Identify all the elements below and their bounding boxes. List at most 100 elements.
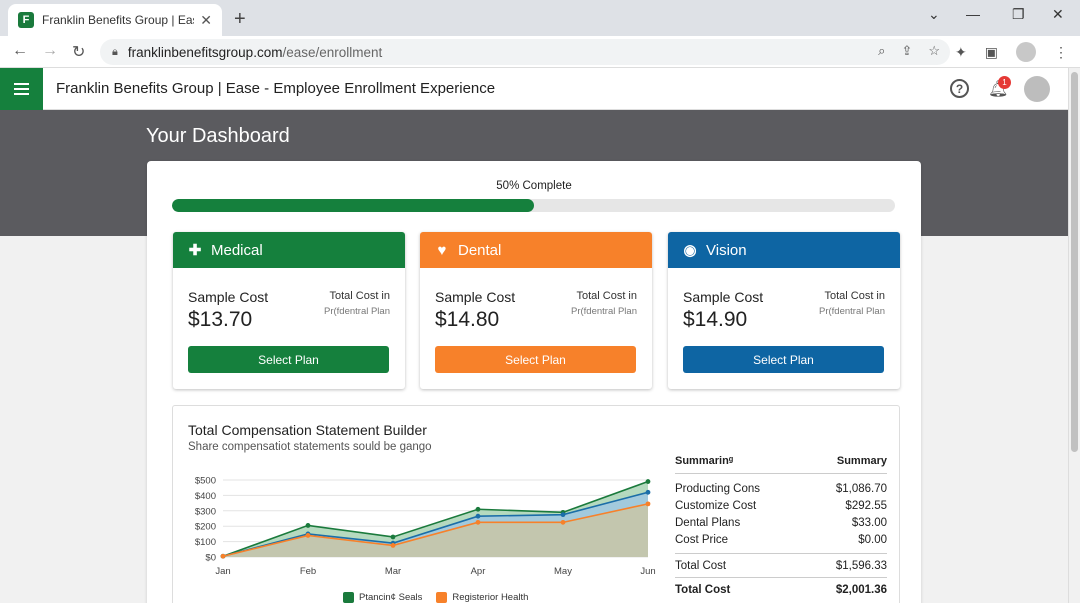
lock-icon[interactable]: 🔒︎ xyxy=(112,45,118,58)
data-point xyxy=(560,512,566,518)
legend-swatch xyxy=(343,592,354,603)
plus-icon: ✚ xyxy=(188,242,202,259)
forward-icon[interactable]: → xyxy=(42,42,58,59)
sample-cost-label: Sample Cost xyxy=(188,289,269,305)
data-point xyxy=(560,519,566,525)
side-panel-icon[interactable]: ▣ xyxy=(984,43,998,60)
total-cost-label: Total Cost in xyxy=(329,290,390,302)
plan-name: Vision xyxy=(706,241,747,259)
x-tick-label: Feb xyxy=(300,566,316,577)
browser-tab[interactable]: F Franklin Benefits Group | Ease ✕ xyxy=(8,4,222,36)
eye-icon: ◉ xyxy=(683,242,697,259)
chart-legend: Ptancin¢ Seals Registerior Health xyxy=(343,592,528,603)
page-title: Your Dashboard xyxy=(146,125,290,147)
x-tick-label: Jan xyxy=(215,566,230,577)
share-icon[interactable]: ⇪ xyxy=(901,43,913,58)
summary-total-row: Total Cost $1,596.33 xyxy=(675,554,887,578)
summary-row-label: Cost Price xyxy=(675,533,729,546)
summary-grand-value: $2,001.36 xyxy=(835,584,887,596)
legend-swatch xyxy=(436,592,448,603)
plan-card-vision: ◉ Vision Sample Cost $14.90 Total Cost i… xyxy=(668,232,900,389)
legend-item: Ptancin¢ Seals xyxy=(343,592,422,603)
select-plan-button[interactable]: Select Plan xyxy=(188,346,389,373)
summary-row-value: $33.00 xyxy=(851,516,887,529)
tab-search-icon[interactable]: ⌄ xyxy=(928,6,940,22)
total-cost-label: Total Cost in xyxy=(824,290,885,302)
data-point xyxy=(390,543,396,548)
browser-menu-icon[interactable]: ⋮ xyxy=(1054,43,1068,60)
zoom-icon[interactable]: ⌕ xyxy=(878,43,886,58)
summary-row: Dental Plans $33.00 xyxy=(675,514,887,531)
summary-row-value: $1,086.70 xyxy=(835,482,887,495)
summary-header-right: Summary xyxy=(836,455,887,467)
y-tick-label: $300 xyxy=(195,506,216,517)
data-point xyxy=(305,533,311,538)
series-line xyxy=(222,480,649,557)
plan-name: Dental xyxy=(458,241,502,259)
summary-row: Customize Cost $292.55 xyxy=(675,497,887,514)
tab-close-icon[interactable]: ✕ xyxy=(200,11,212,28)
scrollbar-thumb[interactable] xyxy=(1071,72,1078,452)
data-point xyxy=(475,519,481,525)
data-point xyxy=(220,553,226,559)
bookmark-star-icon[interactable]: ☆ xyxy=(928,43,940,58)
summary-table: Summarinᵍ Summary Producting Cons $1,086.… xyxy=(675,455,887,596)
select-plan-button[interactable]: Select Plan xyxy=(435,346,636,373)
enrollment-progress-bar xyxy=(172,199,895,212)
summary-total-label: Total Cost xyxy=(675,560,727,572)
user-avatar[interactable] xyxy=(1024,76,1050,102)
page-scrollbar[interactable] xyxy=(1068,68,1080,603)
menu-icon[interactable] xyxy=(0,68,43,110)
plan-type-label: Pr(fdentral Plan xyxy=(323,306,390,317)
summary-rows: Producting Cons $1,086.70 Customize Cost $… xyxy=(675,474,887,554)
y-tick-label: $500 xyxy=(195,476,216,487)
dashboard-card: 50% Complete ✚ Medical Sample Cost $13.7… xyxy=(147,161,921,603)
restore-icon[interactable]: ❐ xyxy=(1012,6,1025,22)
tooth-icon: ♥ xyxy=(437,241,447,259)
plan-price: $14.90 xyxy=(683,308,748,331)
data-point xyxy=(475,506,481,512)
y-tick-label: $100 xyxy=(195,537,216,548)
y-tick-label: $0 xyxy=(205,553,216,564)
browser-toolbar: ← → ↻ 🔒︎ franklinbenefitsgroup.com/ease/… xyxy=(0,36,1080,68)
address-bar[interactable]: 🔒︎ franklinbenefitsgroup.com/ease/enroll… xyxy=(100,39,950,65)
minimize-icon[interactable]: — xyxy=(966,6,980,22)
sample-cost-label: Sample Cost xyxy=(683,289,764,305)
summary-row-label: Dental Plans xyxy=(675,516,741,529)
series-line xyxy=(222,503,649,558)
summary-grand-total-row: Total Cost $2,001.36 xyxy=(675,578,887,596)
data-point xyxy=(645,489,651,495)
y-tick-label: $200 xyxy=(195,522,216,533)
legend-item: Registerior Health xyxy=(436,592,528,603)
legend-label: Ptancin¢ Seals xyxy=(359,592,423,603)
window-close-icon[interactable]: ✕ xyxy=(1052,6,1064,22)
sample-cost-label: Sample Cost xyxy=(435,289,516,305)
summary-row-label: Customize Cost xyxy=(675,499,757,512)
reload-icon[interactable]: ↻ xyxy=(72,44,86,61)
summary-header-left: Summarinᵍ xyxy=(675,455,734,467)
plan-card-medical: ✚ Medical Sample Cost $13.70 Total Cost … xyxy=(173,232,405,389)
summary-row: Producting Cons $1,086.70 xyxy=(675,480,887,497)
summary-row-label: Producting Cons xyxy=(675,482,761,495)
summary-header: Summarinᵍ Summary xyxy=(675,455,887,474)
progress-fill xyxy=(172,199,534,212)
tcs-subtitle: Share compensatiot statements sould be g… xyxy=(188,441,432,453)
new-tab-icon[interactable]: + xyxy=(234,8,246,30)
x-tick-label: Apr xyxy=(471,566,486,577)
select-plan-button[interactable]: Select Plan xyxy=(683,346,884,373)
summary-total-value: $1,596.33 xyxy=(835,560,887,572)
plan-price: $13.70 xyxy=(188,308,253,331)
notification-badge: 1 xyxy=(998,76,1011,89)
back-icon[interactable]: ← xyxy=(12,42,28,59)
plan-type-label: Pr(fdentral Plan xyxy=(818,306,885,317)
browser-profile-icon[interactable] xyxy=(1016,42,1036,62)
y-tick-label: $400 xyxy=(195,491,216,502)
help-icon[interactable]: ? xyxy=(950,79,969,98)
browser-tabbar: F Franklin Benefits Group | Ease ✕ + ⌄ —… xyxy=(0,0,1080,36)
total-cost-label: Total Cost in xyxy=(576,290,637,302)
url-host: franklinbenefitsgroup.com xyxy=(127,44,283,60)
summary-row: Cost Price $0.00 xyxy=(675,531,887,548)
progress-label: 50% Complete xyxy=(496,180,572,192)
extensions-icon[interactable]: ✦ xyxy=(955,43,967,60)
plan-type-label: Pr(fdentral Plan xyxy=(570,306,637,317)
